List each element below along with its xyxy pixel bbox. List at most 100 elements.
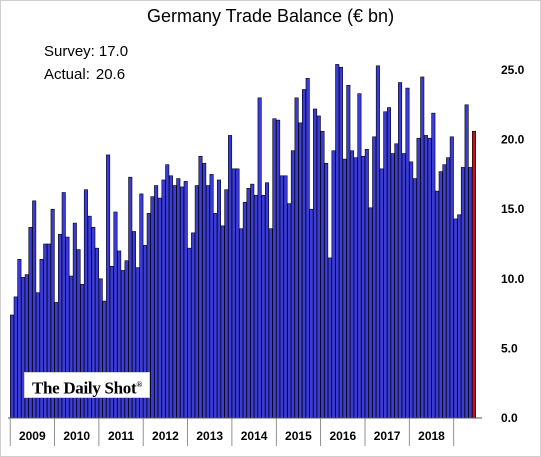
bar <box>205 185 210 419</box>
bar <box>279 175 284 419</box>
bar <box>449 136 454 419</box>
bar <box>442 164 447 419</box>
bar <box>54 302 59 419</box>
bar <box>194 185 199 419</box>
bar <box>283 175 288 419</box>
bar <box>261 194 266 419</box>
axes-group: 0.0 5.0 10.0 15.0 20.0 25.0 2009 2010 2011 2012 20… <box>8 63 525 446</box>
watermark-logo: The Daily Shot® <box>24 372 150 398</box>
x-tick-label: 2011 <box>108 429 134 443</box>
bar <box>187 247 192 419</box>
bar <box>401 153 406 419</box>
bar <box>257 97 262 419</box>
bar <box>10 314 15 419</box>
bars-group <box>10 64 476 419</box>
bar <box>287 203 292 419</box>
bar <box>350 150 355 419</box>
bar <box>35 292 40 419</box>
bar <box>453 218 458 419</box>
bar <box>220 225 225 419</box>
survey-annotation: Survey: 17.0 <box>44 43 128 60</box>
bar <box>394 143 399 419</box>
bar <box>412 178 417 419</box>
bar <box>198 156 203 419</box>
bar <box>386 107 391 419</box>
watermark-text: The Daily Shot <box>31 378 137 398</box>
bar <box>161 179 166 419</box>
bar <box>364 149 369 419</box>
bar <box>202 162 207 419</box>
bar <box>316 115 321 419</box>
bar <box>338 66 343 419</box>
bar <box>313 108 318 419</box>
y-tick-label: 25.0 <box>501 63 525 77</box>
bar <box>231 168 236 419</box>
bar <box>383 111 388 419</box>
bar <box>346 85 351 419</box>
bar <box>375 65 380 419</box>
bar <box>102 300 107 419</box>
survey-value: 17.0 <box>98 43 129 60</box>
bar <box>239 228 244 419</box>
bar <box>183 181 188 419</box>
bar <box>464 104 469 419</box>
bar <box>457 214 462 419</box>
x-tick-label: 2012 <box>152 429 179 443</box>
bar <box>290 150 295 419</box>
bar <box>228 135 233 419</box>
bar <box>168 175 173 419</box>
bar <box>468 167 473 419</box>
actual-annotation: Actual: 20.6 <box>44 66 125 83</box>
bar <box>309 208 314 419</box>
bar <box>242 201 247 419</box>
bar <box>353 157 358 419</box>
bar <box>357 93 362 419</box>
bar <box>460 167 465 419</box>
bar <box>435 190 440 419</box>
bar <box>390 153 395 419</box>
bar <box>438 171 443 419</box>
bar <box>431 112 436 419</box>
bar <box>250 183 255 419</box>
bar <box>191 232 196 419</box>
x-tick-label: 2017 <box>374 429 401 443</box>
bar <box>209 174 214 419</box>
y-tick-label: 5.0 <box>501 341 518 355</box>
bar <box>361 156 366 419</box>
bar <box>13 296 18 419</box>
bar <box>342 158 347 419</box>
x-tick-label: 2015 <box>285 429 312 443</box>
x-tick-label: 2016 <box>329 429 356 443</box>
bar <box>446 157 451 419</box>
bar <box>276 119 281 419</box>
survey-label: Survey: <box>44 43 95 60</box>
bar <box>265 182 270 419</box>
bar <box>213 213 218 419</box>
bar <box>150 196 155 419</box>
bar <box>176 178 181 419</box>
bar <box>327 257 332 419</box>
bar <box>172 185 177 419</box>
actual-label: Actual: <box>44 66 90 83</box>
bar <box>154 185 159 419</box>
x-tick-label: 2010 <box>63 429 90 443</box>
chart-title: Germany Trade Balance (€ bn) <box>146 6 395 26</box>
bar <box>420 76 425 419</box>
x-tick-label: 2014 <box>241 429 268 443</box>
bar <box>298 122 303 419</box>
bar-latest <box>471 130 476 419</box>
bar <box>398 82 403 419</box>
x-tick-label: 2018 <box>418 429 445 443</box>
bar <box>320 130 325 419</box>
bar <box>246 188 251 419</box>
bar <box>253 194 258 419</box>
bar <box>301 89 306 419</box>
x-tick-label: 2013 <box>196 429 223 443</box>
bar <box>180 186 185 419</box>
y-tick-label: 15.0 <box>501 202 525 216</box>
y-tick-label: 20.0 <box>501 133 525 147</box>
bar <box>409 161 414 419</box>
bar <box>335 64 340 419</box>
bar <box>372 136 377 419</box>
